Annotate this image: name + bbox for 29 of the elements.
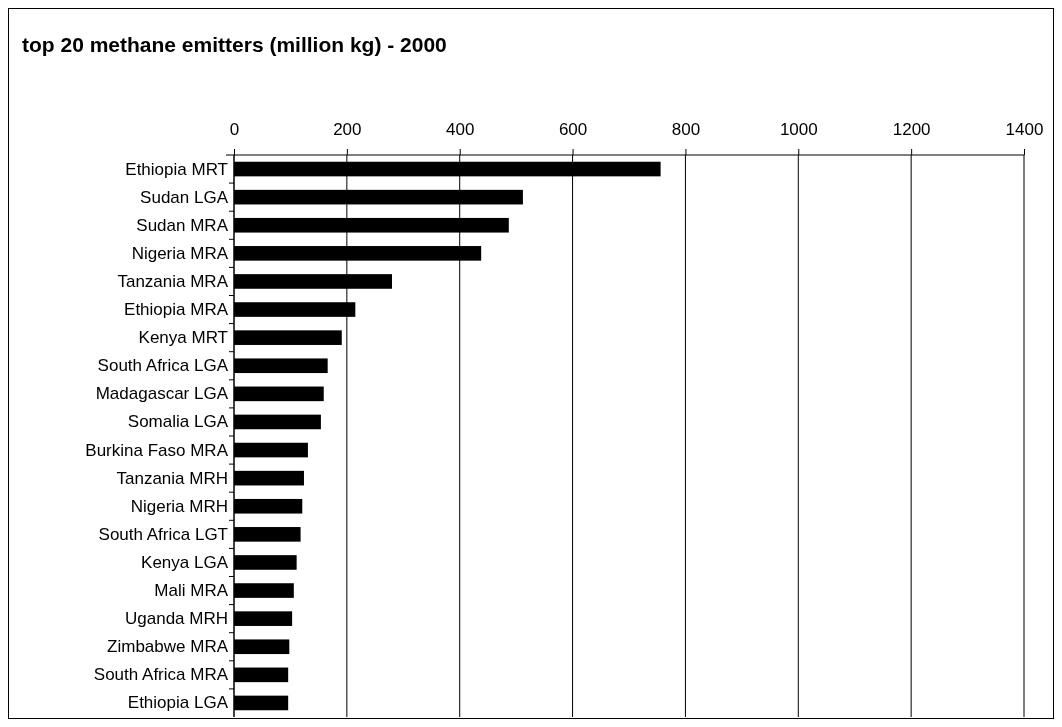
x-tick-label: 1200 [892,120,931,139]
y-tick-label: Ethiopia MRT [125,159,228,179]
y-tick-label: Kenya MRT [138,328,228,348]
y-tick-label: Mali MRA [154,580,229,600]
y-tick-label: Zimbabwe MRA [107,637,229,657]
y-tick-label: Tanzania MRH [116,468,228,488]
y-tick-label: Ethiopia MRA [124,299,229,319]
chart-title: top 20 methane emitters (million kg) - 2000 [22,33,447,56]
x-tick-label: 1400 [1005,120,1044,139]
y-tick-label: South Africa MRA [93,665,229,685]
y-tick-label: Nigeria MRH [130,496,228,516]
x-tick-label: 800 [671,120,701,139]
y-tick-label: Kenya LGA [141,552,229,572]
y-tick-label: Tanzania MRA [117,271,229,291]
y-tick-label: Nigeria MRA [131,243,229,263]
y-tick-label: Burkina Faso MRA [85,440,229,460]
y-tick-label: Ethiopia LGA [127,693,229,713]
y-tick-label: South Africa LGT [98,524,228,544]
y-tick-label: Sudan LGA [140,187,229,207]
x-tick-label: 200 [333,120,362,139]
y-tick-label: Sudan MRA [136,215,229,235]
x-tick-label: 600 [558,120,588,139]
x-tick-label: 1000 [779,120,818,139]
y-tick-label: Madagascar LGA [95,384,229,404]
y-tick-label: South Africa LGA [97,356,229,376]
x-tick-label: 400 [446,120,475,139]
x-tick-label: 0 [229,120,240,139]
y-tick-label: Uganda MRH [125,609,228,629]
y-tick-label: Somalia LGA [127,412,229,432]
